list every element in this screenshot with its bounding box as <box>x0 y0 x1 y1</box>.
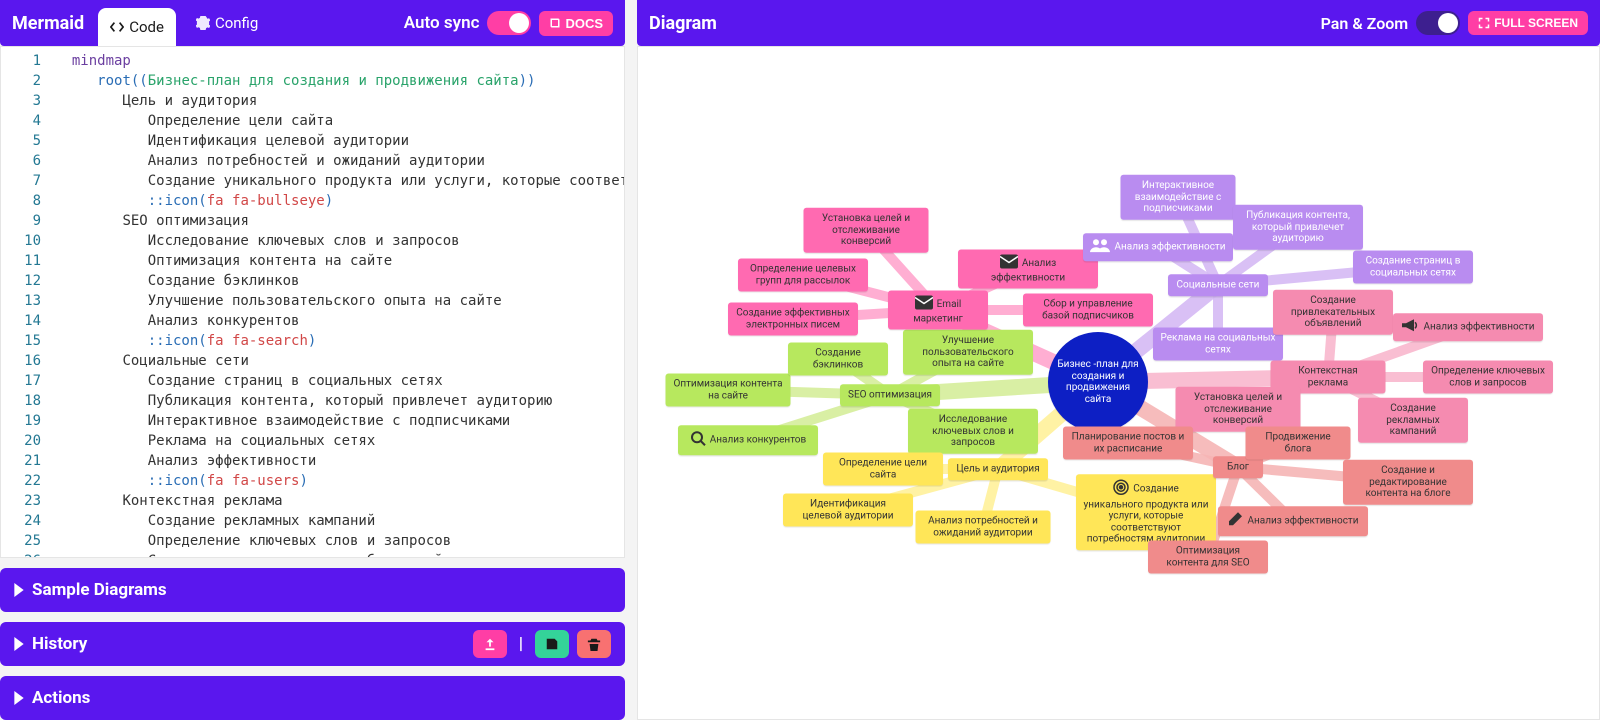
history-upload-button[interactable] <box>473 630 507 658</box>
mindmap-node[interactable]: Создание бэклинков <box>788 343 888 376</box>
tab-config[interactable]: Config <box>184 8 270 38</box>
book-icon <box>549 17 561 29</box>
mindmap-node[interactable]: Определение ключевых слов и запросов <box>1423 361 1553 394</box>
mindmap-root[interactable]: Бизнес -план для создания и продвижения … <box>1048 332 1148 432</box>
chevron-right-icon <box>14 637 24 651</box>
code-icon <box>110 20 124 34</box>
mindmap-node[interactable]: Определение целевых групп для рассылок <box>738 259 868 292</box>
panzoom-label: Pan & Zoom <box>1321 14 1409 33</box>
mindmap-node[interactable]: SEO оптимизация <box>840 384 940 406</box>
mindmap-node[interactable]: Создание привлекательных объявлений <box>1273 290 1393 335</box>
left-header: Mermaid Code Config Auto sync DOCS <box>0 0 625 46</box>
mindmap-node[interactable]: Реклама на социальных сетях <box>1153 328 1283 361</box>
mindmap-node[interactable]: Установка целей и отслеживание конверсий <box>1176 387 1301 432</box>
tab-code[interactable]: Code <box>98 8 176 46</box>
mindmap-node[interactable]: Анализ конкурентов <box>678 425 818 455</box>
mindmap-node[interactable]: Email маркетинг <box>888 291 988 330</box>
accordion-history-label: History <box>32 634 87 654</box>
mindmap-node[interactable]: Интерактивное взаимодействие с подписчик… <box>1121 175 1236 220</box>
code-editor[interactable]: 1234567891011121314151617181920212223242… <box>0 46 625 558</box>
mindmap-node[interactable]: Улучшение пользовательского опыта на сай… <box>903 330 1033 375</box>
autosync-label: Auto sync <box>404 13 480 33</box>
mindmap-node[interactable]: Цель и аудитория <box>948 458 1048 480</box>
mindmap-node[interactable]: Анализ эффективности <box>1218 506 1368 536</box>
trash-icon <box>587 637 601 651</box>
mindmap-node[interactable]: Анализ эффективности <box>958 250 1098 289</box>
history-delete-button[interactable] <box>577 630 611 658</box>
mindmap-node[interactable]: Создание уникального продукта или услуги… <box>1076 474 1216 550</box>
autosync-toggle[interactable] <box>487 11 531 35</box>
mindmap-node[interactable]: Установка целей и отслеживание конверсий <box>804 208 929 253</box>
tab-code-label: Code <box>129 18 164 36</box>
mindmap-node[interactable]: Анализ эффективности <box>1083 233 1233 261</box>
accordion-sample-label: Sample Diagrams <box>32 580 167 600</box>
mindmap-node[interactable]: Оптимизация контента для SEO <box>1148 541 1268 574</box>
chevron-right-icon <box>14 691 24 705</box>
fullscreen-button[interactable]: FULL SCREEN <box>1468 11 1588 35</box>
code-body[interactable]: mindmap root((Бизнес-план для создания и… <box>55 47 624 557</box>
mindmap-node[interactable]: Продвижение блога <box>1246 427 1351 460</box>
mindmap-node[interactable]: Оптимизация контента на сайте <box>666 374 791 407</box>
accordion-history[interactable]: History | <box>0 622 625 666</box>
mindmap-node[interactable]: Создание и редактирование контента на бл… <box>1343 460 1473 505</box>
mindmap-node[interactable]: Анализ потребностей и ожиданий аудитории <box>916 511 1051 544</box>
save-icon <box>545 637 559 651</box>
panzoom-toggle[interactable] <box>1416 11 1460 35</box>
mindmap-node[interactable]: Социальные сети <box>1168 274 1268 296</box>
mindmap-node[interactable]: Определение цели сайта <box>823 453 943 486</box>
diagram-canvas[interactable]: Бизнес -план для создания и продвижения … <box>637 46 1600 720</box>
mindmap-node[interactable]: Идентификация целевой аудитории <box>783 494 913 527</box>
brand-title: Mermaid <box>12 13 84 34</box>
mindmap-node[interactable]: Исследование ключевых слов и запросов <box>908 409 1038 454</box>
mindmap-node[interactable]: Публикация контента, который привлечет а… <box>1233 205 1363 250</box>
line-gutter: 1234567891011121314151617181920212223242… <box>1 47 55 557</box>
upload-icon <box>483 637 497 651</box>
diagram-title: Diagram <box>649 13 717 34</box>
mindmap-node[interactable]: Планирование постов и их расписание <box>1063 427 1193 460</box>
mindmap-node[interactable]: Сбор и управление базой подписчиков <box>1023 294 1153 327</box>
gear-icon <box>196 16 210 30</box>
history-save-button[interactable] <box>535 630 569 658</box>
docs-label: DOCS <box>565 16 603 31</box>
separator: | <box>515 634 527 654</box>
docs-button[interactable]: DOCS <box>539 11 613 36</box>
mindmap-node[interactable]: Создание рекламных кампаний <box>1358 398 1468 443</box>
tab-config-label: Config <box>215 14 258 32</box>
accordion-sample[interactable]: Sample Diagrams <box>0 568 625 612</box>
mindmap-node[interactable]: Анализ эффективности <box>1393 313 1543 341</box>
fullscreen-icon <box>1478 17 1490 29</box>
accordion-actions[interactable]: Actions <box>0 676 625 720</box>
right-header: Diagram Pan & Zoom FULL SCREEN <box>637 0 1600 46</box>
mindmap-node[interactable]: Создание эффективных электронных писем <box>728 303 858 336</box>
chevron-right-icon <box>14 583 24 597</box>
accordion-actions-label: Actions <box>32 688 90 708</box>
mindmap-node[interactable]: Создание страниц в социальных сетях <box>1353 251 1473 284</box>
fullscreen-label: FULL SCREEN <box>1494 16 1578 30</box>
